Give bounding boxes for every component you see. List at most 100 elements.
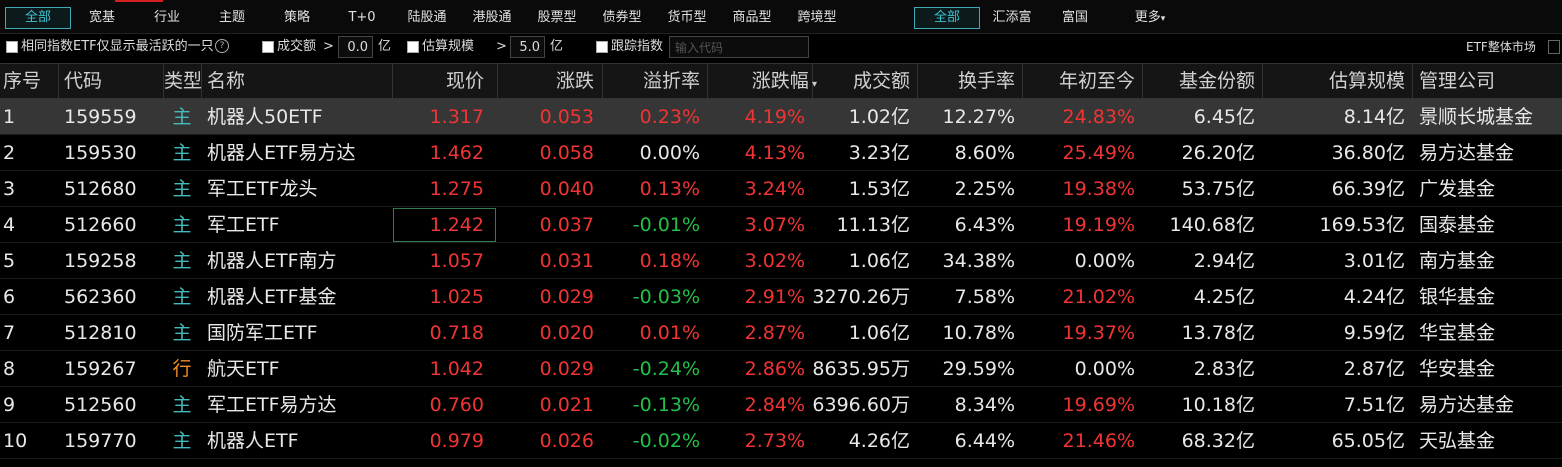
company-tab[interactable]: 更多▾ — [1134, 10, 1166, 25]
table-cell: 机器人ETF易方达 — [207, 142, 356, 164]
column-separator — [392, 63, 393, 99]
operator: > — [496, 39, 507, 54]
table-cell: 1.06亿 — [848, 250, 910, 272]
table-cell: 主 — [172, 286, 192, 308]
table-cell: 主 — [172, 430, 192, 452]
column-header[interactable]: 名称 — [207, 70, 246, 92]
input[interactable]: 5.0 — [510, 36, 545, 58]
column-header[interactable]: 成交额 — [852, 70, 910, 92]
tab[interactable]: 港股通 — [472, 10, 512, 25]
table-cell: 3.24% — [744, 178, 805, 200]
table-cell: 10.18亿 — [1181, 394, 1255, 416]
input[interactable]: 0.0 — [338, 36, 373, 58]
column-separator — [917, 63, 918, 99]
table-cell: 7 — [3, 322, 16, 344]
table-header — [0, 63, 1562, 99]
company-tab[interactable]: 汇添富 — [992, 10, 1032, 25]
table-cell: 4.19% — [744, 106, 805, 128]
column-header[interactable]: 涨跌 — [555, 70, 594, 92]
tab[interactable]: 债券型 — [602, 10, 642, 25]
column-separator — [707, 63, 708, 99]
tab[interactable]: 陆股通 — [407, 10, 447, 25]
table-row[interactable] — [0, 99, 1562, 135]
table-cell: -0.13% — [632, 394, 700, 416]
table-cell: 9.59亿 — [1343, 322, 1405, 344]
table-cell: 7.58% — [954, 286, 1015, 308]
checkbox[interactable] — [407, 41, 419, 53]
tab[interactable]: 宽基 — [88, 10, 115, 25]
unit: 亿 — [550, 39, 564, 54]
table-cell: 0.979 — [429, 430, 484, 452]
expand-box[interactable] — [1548, 40, 1560, 54]
filter-label: 跟踪指数 — [611, 39, 664, 54]
column-header[interactable]: 代码 — [64, 70, 103, 92]
table-cell: 1.242 — [429, 214, 484, 236]
company-tab[interactable]: 全部 — [914, 7, 980, 29]
table-cell: 主 — [172, 214, 192, 236]
table-row[interactable] — [0, 423, 1562, 459]
column-separator — [1412, 63, 1413, 99]
table-cell: 53.75亿 — [1181, 178, 1255, 200]
column-separator — [1142, 63, 1143, 99]
table-row[interactable] — [0, 315, 1562, 351]
table-cell: 2.94亿 — [1193, 250, 1255, 272]
column-header[interactable]: 涨跌幅 ▾ — [707, 63, 817, 99]
column-separator — [602, 63, 603, 99]
table-row[interactable] — [0, 243, 1562, 279]
table-row[interactable] — [0, 351, 1562, 387]
table-cell: 10 — [3, 430, 28, 452]
table-cell: 天弘基金 — [1419, 430, 1496, 452]
search-input[interactable]: 输入代码 — [669, 36, 809, 58]
accent-bar — [115, 0, 163, 2]
table-row[interactable] — [0, 171, 1562, 207]
column-header[interactable]: 溢折率 — [642, 70, 700, 92]
checkbox[interactable] — [6, 41, 18, 53]
table-row[interactable] — [0, 207, 1562, 243]
table-cell: 4.25亿 — [1193, 286, 1255, 308]
table-cell: 景顺长城基金 — [1419, 106, 1534, 128]
table-cell: 6 — [3, 286, 16, 308]
sort-arrow: ▾ — [808, 79, 817, 90]
table-cell: 0.718 — [429, 322, 484, 344]
column-header[interactable]: 管理公司 — [1419, 70, 1496, 92]
table-cell: 军工ETF易方达 — [207, 394, 337, 416]
column-header[interactable]: 类型 — [164, 70, 202, 92]
table-row[interactable] — [0, 387, 1562, 423]
table-cell: 8.14亿 — [1343, 106, 1405, 128]
top-bar — [0, 0, 1562, 34]
table-cell: 4.13% — [744, 142, 805, 164]
column-header[interactable]: 基金份额 — [1178, 70, 1255, 92]
table-cell: 2.83亿 — [1193, 358, 1255, 380]
info-icon[interactable]: ? — [215, 39, 229, 53]
market-link[interactable]: ETF整体市场 — [1466, 40, 1536, 54]
column-header[interactable]: 年初至今 — [1058, 70, 1135, 92]
table-cell: 0.760 — [429, 394, 484, 416]
tab[interactable]: 行业 — [153, 10, 180, 25]
tab[interactable]: 全部 — [5, 7, 71, 29]
tab[interactable]: T+0 — [348, 10, 376, 25]
table-row[interactable] — [0, 279, 1562, 315]
column-header[interactable]: 序号 — [3, 70, 42, 92]
checkbox[interactable] — [596, 41, 608, 53]
column-separator — [58, 63, 59, 99]
column-header[interactable]: 现价 — [445, 70, 484, 92]
table-cell: 6.45亿 — [1193, 106, 1255, 128]
filter-label: 成交额 — [277, 39, 317, 54]
column-header[interactable]: 换手率 — [957, 70, 1015, 92]
table-cell: 华宝基金 — [1419, 322, 1496, 344]
table-cell: 银华基金 — [1419, 286, 1496, 308]
company-tab[interactable]: 富国 — [1061, 10, 1088, 25]
table-cell: 66.39亿 — [1331, 178, 1405, 200]
tab[interactable]: 货币型 — [667, 10, 707, 25]
table-cell: 广发基金 — [1419, 178, 1496, 200]
tab[interactable]: 主题 — [218, 10, 245, 25]
tab[interactable]: 策略 — [283, 10, 310, 25]
tab[interactable]: 股票型 — [537, 10, 577, 25]
column-header[interactable]: 估算规模 — [1328, 70, 1405, 92]
tab[interactable]: 跨境型 — [797, 10, 837, 25]
table-row[interactable] — [0, 135, 1562, 171]
checkbox[interactable] — [262, 41, 274, 53]
table-cell: 3.02% — [744, 250, 805, 272]
table-cell: -0.01% — [632, 214, 700, 236]
tab[interactable]: 商品型 — [732, 10, 772, 25]
